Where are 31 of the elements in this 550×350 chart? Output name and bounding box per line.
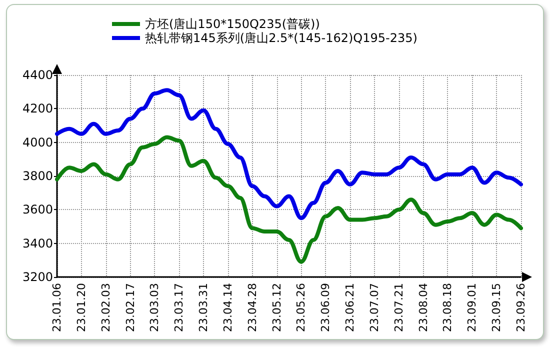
x-tick-label: 23.03.03 [148,283,162,332]
x-tick-label: 23.08.04 [416,283,430,332]
y-tick-label: 4000 [22,135,53,150]
legend-label: 热轧带钢145系列(唐山2.5*(145-162)Q195-235) [145,31,418,45]
x-tick-label: 23.04.28 [246,283,259,332]
x-tick-label: 23.07.07 [368,283,381,332]
legend-label: 方坯(唐山150*150Q235(普碳)) [145,17,320,31]
x-tick-label: 23.01.20 [74,283,88,332]
y-tick-label: 4400 [22,68,53,82]
x-tick-label: 23.04.14 [221,283,234,332]
x-tick-label: 23.02.17 [124,283,137,332]
y-tick-label: 4200 [22,102,53,116]
y-tick-label: 3600 [22,202,53,217]
x-tick-label: 23.03.17 [172,283,186,332]
x-tick-label: 23.09.26 [514,283,528,332]
x-tick-label: 23.07.21 [392,283,406,332]
y-tick-label: 3200 [22,270,53,284]
x-tick-label: 23.08.18 [441,283,454,332]
x-tick-label: 23.05.12 [270,283,284,332]
y-tick-label: 3400 [22,236,53,250]
x-tick-label: 23.06.21 [344,283,357,332]
line-series [55,88,523,220]
x-tick-label: 23.06.09 [319,283,332,332]
x-tick-label: 23.02.03 [99,283,112,332]
x-tick-label: 23.09.01 [466,283,479,332]
y-tick-label: 3800 [22,169,53,183]
x-tick-label: 23.05.26 [294,283,308,332]
x-tick-label: 23.01.06 [50,283,64,332]
x-tick-label: 23.03.31 [197,283,210,332]
x-tick-label: 23.09.15 [490,283,504,332]
line-series [55,135,523,264]
